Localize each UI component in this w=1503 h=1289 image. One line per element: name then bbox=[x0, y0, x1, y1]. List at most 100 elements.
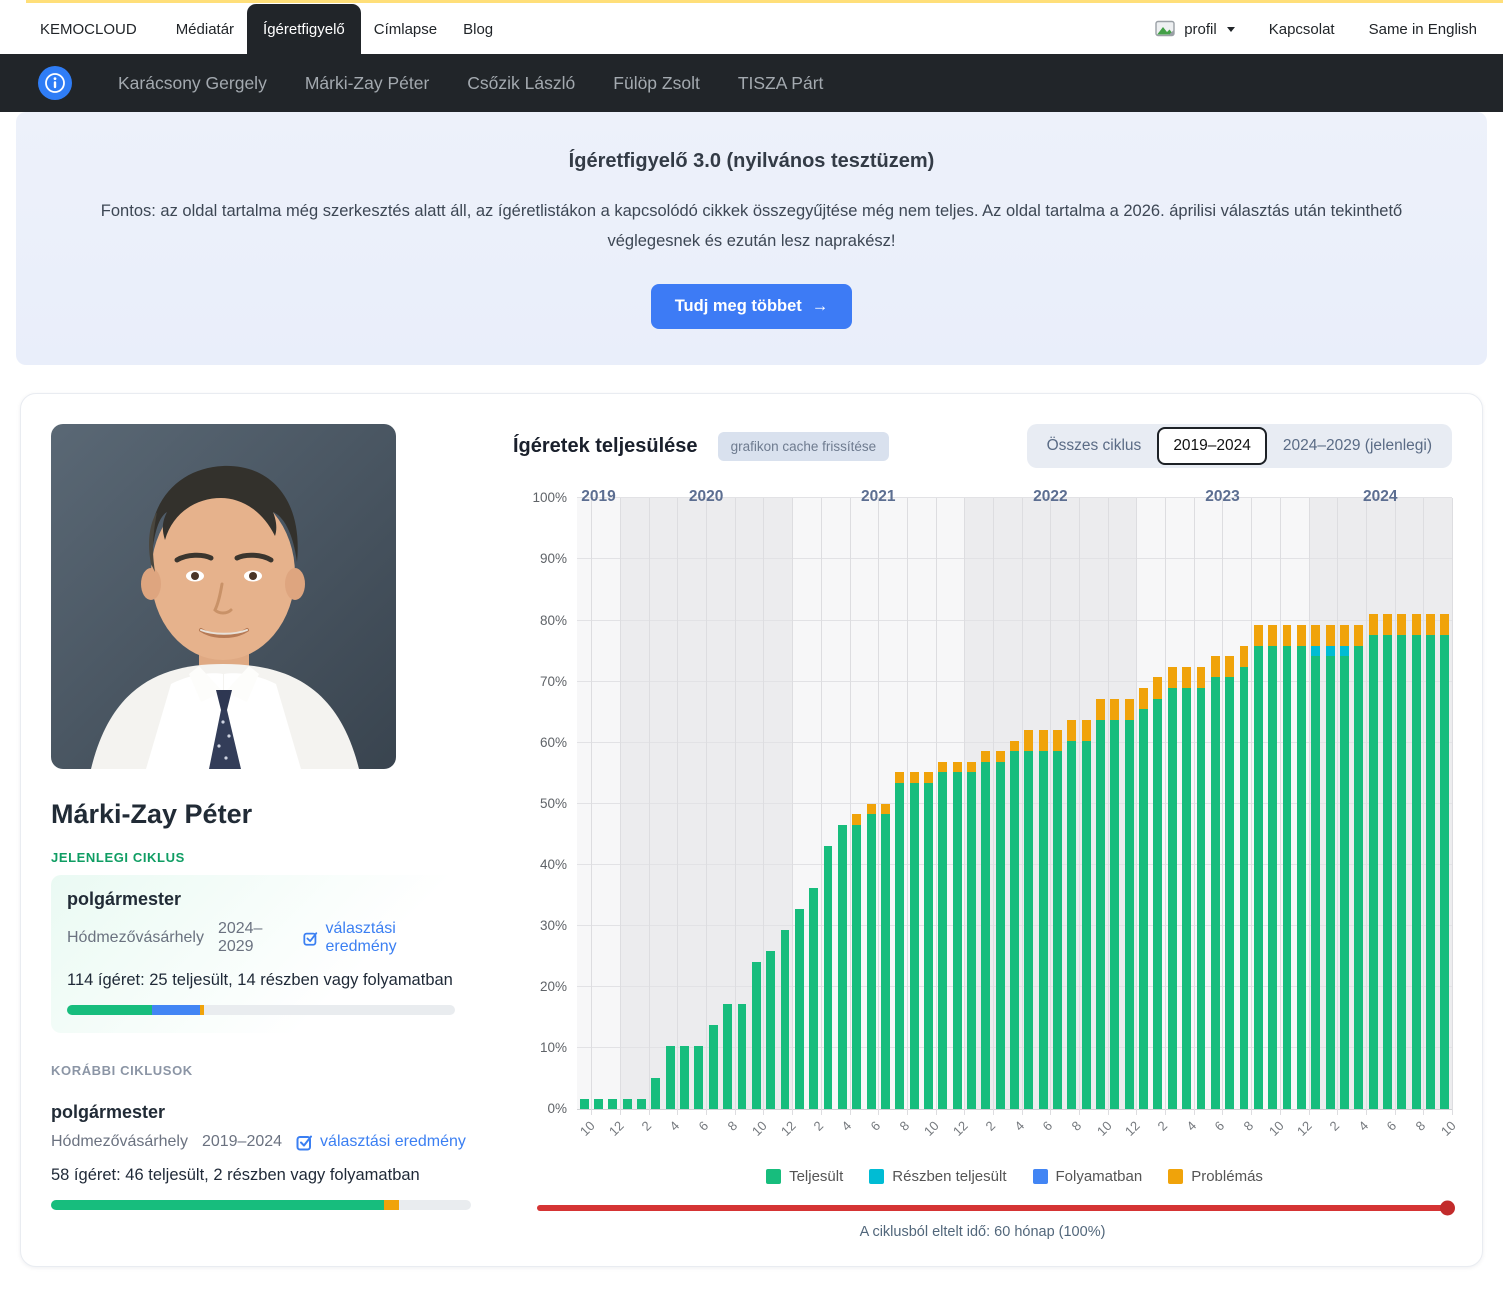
info-icon[interactable] bbox=[38, 66, 72, 100]
bar-month-6[interactable] bbox=[1383, 498, 1392, 1110]
bar-month-7[interactable] bbox=[880, 498, 890, 1110]
bar-segment bbox=[923, 772, 933, 783]
bar-month-7[interactable] bbox=[708, 498, 718, 1110]
bar-month-10[interactable] bbox=[923, 498, 933, 1110]
bar-month-2[interactable] bbox=[1325, 498, 1335, 1110]
bar-month-8[interactable] bbox=[1411, 498, 1421, 1110]
bar-month-8[interactable] bbox=[895, 498, 905, 1110]
language-link[interactable]: Same in English bbox=[1368, 20, 1477, 38]
refresh-cache-button[interactable]: grafikon cache frissítése bbox=[717, 431, 890, 461]
bar-month-1[interactable] bbox=[1139, 498, 1149, 1110]
bar-month-12[interactable] bbox=[952, 498, 962, 1110]
bar-month-4[interactable] bbox=[1354, 498, 1364, 1110]
nav-link-marki-zay-peter[interactable]: Márki-Zay Péter bbox=[304, 72, 430, 93]
bar-month-5[interactable] bbox=[852, 498, 862, 1110]
legend-item[interactable]: Folyamatban bbox=[1032, 1168, 1142, 1185]
bar-month-10[interactable] bbox=[1096, 498, 1105, 1110]
y-axis-label: 0% bbox=[547, 1101, 567, 1117]
bar-segment bbox=[1239, 666, 1249, 1110]
bar-month-9[interactable] bbox=[1253, 498, 1263, 1110]
bar-month-8[interactable] bbox=[723, 498, 733, 1110]
bar-segment bbox=[1411, 614, 1421, 636]
bar-month-3[interactable] bbox=[651, 498, 661, 1110]
bar-month-11[interactable] bbox=[766, 498, 776, 1110]
year-label: 2024 bbox=[1363, 488, 1398, 506]
bar-month-3[interactable] bbox=[823, 498, 833, 1110]
bar-month-4[interactable] bbox=[1182, 498, 1192, 1110]
bar-segment bbox=[995, 761, 1005, 1110]
election-result-link[interactable]: választási eredmény bbox=[303, 920, 455, 956]
bar-month-12[interactable] bbox=[608, 498, 618, 1110]
nav-link-karacsony-gergely[interactable]: Karácsony Gergely bbox=[118, 72, 267, 93]
bar-month-5[interactable] bbox=[1024, 498, 1034, 1110]
v-gridline bbox=[1136, 498, 1138, 1116]
bar-month-7[interactable] bbox=[1225, 498, 1235, 1110]
brand-kemocloud[interactable]: KEMOCLOUD bbox=[40, 20, 137, 38]
contact-link[interactable]: Kapcsolat bbox=[1268, 20, 1335, 38]
bar-month-9[interactable] bbox=[1426, 498, 1435, 1110]
bar-month-10[interactable] bbox=[1268, 498, 1278, 1110]
bar-month-6[interactable] bbox=[1210, 498, 1220, 1110]
nav-link-csozik-laszlo[interactable]: Csőzik László bbox=[467, 72, 576, 93]
bar-month-2[interactable] bbox=[1153, 498, 1163, 1110]
bar-month-2[interactable] bbox=[981, 498, 991, 1110]
filter-all-cycles[interactable]: Összes ciklus bbox=[1046, 437, 1142, 455]
bar-month-9[interactable] bbox=[1081, 498, 1091, 1110]
bar-segment bbox=[1311, 624, 1321, 646]
bar-month-11[interactable] bbox=[1110, 498, 1120, 1110]
bar-month-6[interactable] bbox=[866, 498, 876, 1110]
position-title: polgármester bbox=[67, 889, 182, 910]
bar-segment bbox=[651, 1077, 661, 1110]
bar-month-6[interactable] bbox=[1038, 498, 1048, 1110]
bar-month-3[interactable] bbox=[995, 498, 1005, 1110]
chart-legend: Teljesült Részben teljesült Folyamatban Pro… bbox=[577, 1168, 1452, 1185]
bar-month-3[interactable] bbox=[1339, 498, 1349, 1110]
bar-month-1[interactable] bbox=[967, 498, 976, 1110]
election-result-link[interactable]: választási eredmény bbox=[296, 1133, 466, 1151]
bar-month-2[interactable] bbox=[809, 498, 819, 1110]
bar-month-7[interactable] bbox=[1053, 498, 1062, 1110]
bar-month-11[interactable] bbox=[594, 498, 603, 1110]
bar-month-10[interactable] bbox=[1440, 498, 1450, 1110]
tab-mediatar[interactable]: Médiatár bbox=[175, 20, 235, 38]
bar-month-7[interactable] bbox=[1397, 498, 1407, 1110]
bar-month-10[interactable] bbox=[751, 498, 761, 1110]
bar-month-1[interactable] bbox=[1311, 498, 1321, 1110]
bar-month-12[interactable] bbox=[1124, 498, 1134, 1110]
bar-month-2[interactable] bbox=[637, 498, 646, 1110]
bar-month-4[interactable] bbox=[1010, 498, 1019, 1110]
bar-month-8[interactable] bbox=[1239, 498, 1249, 1110]
bar-month-3[interactable] bbox=[1167, 498, 1177, 1110]
tab-igeretfigyelo[interactable]: Ígéretfigyelő bbox=[247, 4, 361, 54]
bar-month-9[interactable] bbox=[909, 498, 919, 1110]
legend-item[interactable]: Teljesült bbox=[766, 1168, 843, 1185]
bar-month-12[interactable] bbox=[1296, 498, 1306, 1110]
bar-month-11[interactable] bbox=[1282, 498, 1292, 1110]
bar-month-11[interactable] bbox=[938, 498, 948, 1110]
nav-link-fulop-zsolt[interactable]: Fülöp Zsolt bbox=[613, 72, 700, 93]
profile-menu[interactable]: profil bbox=[1155, 20, 1235, 38]
filter-2024-2029[interactable]: 2024–2029 (jelenlegi) bbox=[1282, 437, 1432, 455]
nav-link-tisza-part[interactable]: TISZA Párt bbox=[737, 72, 824, 93]
bar-month-8[interactable] bbox=[1067, 498, 1077, 1110]
bar-month-9[interactable] bbox=[737, 498, 747, 1110]
bar-month-5[interactable] bbox=[1368, 498, 1378, 1110]
bar-month-1[interactable] bbox=[794, 498, 804, 1110]
bar-month-12[interactable] bbox=[780, 498, 790, 1110]
bar-month-4[interactable] bbox=[837, 498, 847, 1110]
v-gridline bbox=[849, 498, 851, 1116]
tab-cimlapse[interactable]: Címlapse bbox=[373, 20, 438, 38]
bar-segment bbox=[852, 814, 862, 825]
filter-2019-2024[interactable]: 2019–2024 bbox=[1157, 427, 1267, 466]
legend-item[interactable]: Részben teljesült bbox=[869, 1168, 1007, 1185]
bar-month-5[interactable] bbox=[680, 498, 690, 1110]
legend-item[interactable]: Problémás bbox=[1168, 1168, 1263, 1185]
bar-month-4[interactable] bbox=[665, 498, 675, 1110]
tab-blog[interactable]: Blog bbox=[463, 20, 494, 38]
bar-month-6[interactable] bbox=[694, 498, 704, 1110]
bar-month-10[interactable] bbox=[579, 498, 589, 1110]
bar-month-5[interactable] bbox=[1196, 498, 1206, 1110]
previous-cycle-card: polgármester Hódmezővásárhely 2019–2024 … bbox=[51, 1088, 471, 1228]
learn-more-button[interactable]: Tudj meg többet → bbox=[650, 284, 853, 330]
bar-month-1[interactable] bbox=[622, 498, 632, 1110]
